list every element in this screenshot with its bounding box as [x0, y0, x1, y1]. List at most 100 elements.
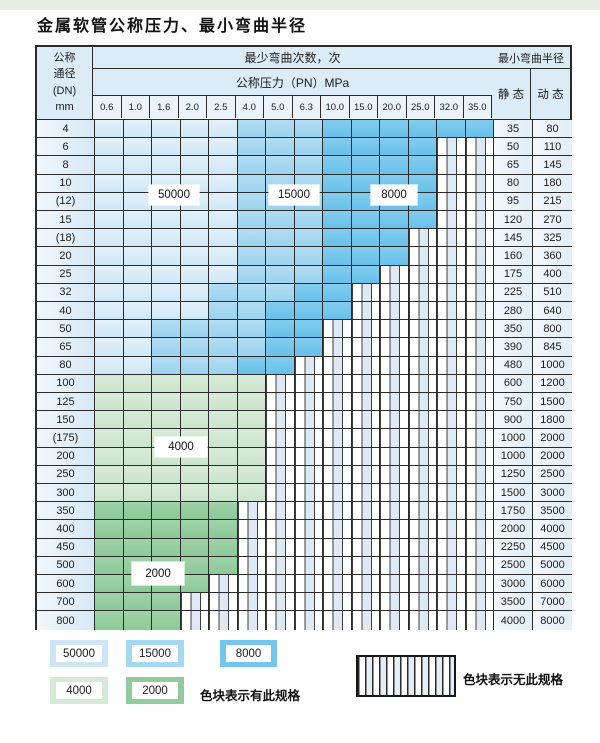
cycle-zone-cell	[209, 120, 238, 139]
cycle-zone-cell	[380, 138, 409, 157]
no-spec-cell	[465, 247, 494, 266]
cycle-zone-cell	[323, 156, 352, 175]
no-spec-cell	[408, 338, 437, 357]
cycle-zone-cell	[294, 338, 323, 357]
no-spec-cell	[408, 538, 437, 557]
cycle-zone-cell	[237, 120, 266, 139]
dynamic-radius-cell: 4000	[533, 520, 572, 539]
static-radius-cell: 120	[494, 211, 533, 230]
dn-cell: 20	[37, 247, 95, 266]
cycle-zone-cell	[95, 393, 124, 412]
cycle-zone-cell	[152, 138, 181, 157]
dn-header: 公称 通径 (DN) mm	[37, 47, 93, 119]
no-spec-cell	[266, 575, 295, 594]
no-spec-cell	[465, 429, 494, 448]
no-spec-cell	[266, 484, 295, 503]
no-spec-cell	[237, 502, 266, 521]
cycle-zone-cell	[123, 120, 152, 139]
legend-chip: 4000	[50, 677, 108, 704]
dynamic-radius-cell: 6000	[533, 575, 572, 594]
cycle-zone-cell	[351, 247, 380, 266]
cycle-zone-cell	[95, 502, 124, 521]
no-spec-cell	[209, 575, 238, 594]
static-radius-cell: 145	[494, 229, 533, 248]
cycle-zone-cell	[123, 484, 152, 503]
no-spec-cell	[408, 484, 437, 503]
no-spec-cell	[465, 320, 494, 339]
cycle-zone-cell	[209, 502, 238, 521]
table-row: 500 2500 5000	[37, 556, 572, 576]
no-spec-cell	[437, 283, 466, 303]
cycle-zone-cell	[209, 447, 238, 466]
static-radius-cell: 390	[494, 338, 533, 357]
legend-chip-label: 8000	[226, 645, 271, 662]
cycle-zone-cell	[294, 320, 323, 339]
cycle-zone-cell	[180, 538, 209, 557]
no-spec-cell	[437, 538, 466, 557]
no-spec-cell	[323, 393, 352, 412]
no-spec-cell	[209, 593, 238, 612]
no-spec-cell	[294, 611, 323, 630]
dn-cell: 100	[37, 374, 95, 394]
cycles-header-group: 最少弯曲次数，次 公称压力（PN）MPa 0.6 1.0 1.6 2.0 2.5 4.0 5…	[93, 47, 492, 119]
no-spec-cell	[465, 211, 494, 230]
no-spec-cell	[351, 502, 380, 521]
no-spec-cell	[380, 538, 409, 557]
dn-cell: 350	[37, 502, 95, 521]
no-spec-cell	[351, 593, 380, 612]
dn-cell: 32	[37, 283, 95, 303]
table-row: 400 2000 4000	[37, 520, 572, 539]
cycle-zone-cell	[123, 611, 152, 630]
no-spec-cell	[294, 356, 323, 375]
table-body: 4 35 80 6 50 110 8 65 145 10 80 180 (12) 95 215 15 120 27…	[37, 120, 572, 630]
cycle-zone-cell	[266, 338, 295, 357]
no-spec-cell	[323, 411, 352, 430]
dn-cell: 6	[37, 138, 95, 157]
has-spec-label: 色块表示有此规格	[200, 689, 301, 703]
pressure-value-header: 4.0	[236, 96, 264, 118]
cycle-zone-cell	[180, 265, 209, 284]
static-radius-cell: 50	[494, 138, 533, 157]
cycle-zone-cell	[351, 120, 380, 139]
dynamic-radius-cell: 7000	[533, 593, 572, 612]
static-radius-cell: 95	[494, 192, 533, 212]
no-spec-hatch-swatch	[356, 655, 456, 697]
no-spec-cell	[323, 429, 352, 448]
static-radius-cell: 600	[494, 374, 533, 394]
cycle-zone-label: 4000	[155, 437, 207, 457]
no-spec-cell	[351, 575, 380, 594]
cycle-zone-cell	[237, 356, 266, 375]
cycle-zone-cell	[294, 247, 323, 266]
no-spec-cell	[380, 465, 409, 485]
static-radius-cell: 750	[494, 393, 533, 412]
cycle-zone-cell	[152, 465, 181, 485]
no-spec-cell	[380, 374, 409, 394]
cycle-zone-cell	[237, 156, 266, 175]
pressure-value-header: 15.0	[350, 96, 378, 118]
cycle-zone-cell	[237, 265, 266, 284]
dynamic-radius-cell: 2000	[533, 447, 572, 466]
no-spec-cell	[465, 338, 494, 357]
no-spec-cell	[408, 593, 437, 612]
cycle-zone-cell	[180, 320, 209, 339]
cycle-zone-cell	[95, 320, 124, 339]
cycle-zone-cell	[95, 538, 124, 557]
dynamic-radius-cell: 400	[533, 265, 572, 284]
no-spec-cell	[237, 556, 266, 576]
cycle-zone-cell	[180, 247, 209, 266]
cycle-zone-cell	[152, 611, 181, 630]
pressure-values-row: 0.6 1.0 1.6 2.0 2.5 4.0 5.0 6.3 10.0 15.0 20.0 25.0…	[93, 96, 492, 118]
cycle-zone-cell	[209, 411, 238, 430]
no-spec-cell	[408, 283, 437, 303]
dynamic-radius-cell: 5000	[533, 556, 572, 576]
cycle-zone-cell	[237, 411, 266, 430]
cycle-zone-cell	[95, 374, 124, 394]
no-spec-cell	[465, 520, 494, 539]
cycle-zone-cell	[152, 120, 181, 139]
no-spec-cell	[266, 593, 295, 612]
no-spec-cell	[437, 320, 466, 339]
cycle-zone-cell	[152, 593, 181, 612]
no-spec-cell	[465, 556, 494, 576]
static-radius-cell: 2500	[494, 556, 533, 576]
no-spec-cell	[465, 575, 494, 594]
